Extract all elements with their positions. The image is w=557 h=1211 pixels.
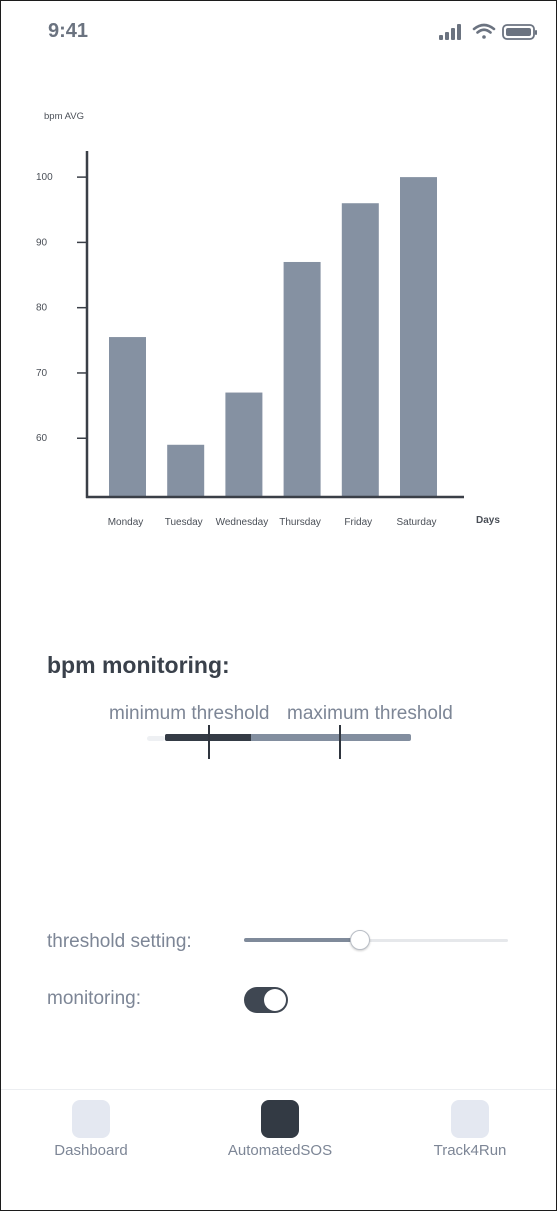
maximum-threshold-handle[interactable] xyxy=(338,725,341,759)
x-tick-label-monday: Monday xyxy=(108,517,144,528)
automatedsos-tab-icon xyxy=(261,1100,299,1138)
bpm-monitoring-title: bpm monitoring: xyxy=(47,652,230,678)
toggle-knob xyxy=(264,989,286,1011)
bar-tuesday xyxy=(167,444,205,497)
bar-monday xyxy=(109,337,146,497)
tab-dashboard[interactable]: Dashboard xyxy=(21,1100,161,1159)
tab-label-dashboard: Dashboard xyxy=(54,1142,128,1159)
slider-track xyxy=(244,939,508,942)
y-tick-label-90: 90 xyxy=(36,237,48,248)
bar-saturday xyxy=(400,177,437,497)
minimum-threshold-label: minimum threshold xyxy=(109,703,270,724)
x-tick-label-thursday: Thursday xyxy=(279,517,321,528)
bpm-bar-chart: 60 70 80 90 100 bpm AVG Days Monday Tuesday We… xyxy=(36,111,500,528)
slider-fill xyxy=(244,938,361,942)
track4run-tab-icon xyxy=(451,1100,489,1138)
monitoring-label: monitoring: xyxy=(47,988,141,1009)
threshold-range-slider[interactable] xyxy=(147,734,413,742)
y-tick-label-70: 70 xyxy=(36,368,48,379)
tab-label-track4run: Track4Run xyxy=(433,1142,507,1159)
bar-friday xyxy=(341,203,379,497)
monitoring-toggle[interactable] xyxy=(244,987,288,1013)
range-track xyxy=(165,734,411,741)
y-tick-label-100: 100 xyxy=(36,172,53,183)
minimum-threshold-handle[interactable] xyxy=(208,725,211,759)
tab-bar: Dashboard AutomatedSOS Track4Run xyxy=(1,1089,556,1210)
range-fill xyxy=(165,734,252,741)
slider-thumb[interactable] xyxy=(350,930,371,950)
maximum-threshold-label: maximum threshold xyxy=(287,703,453,724)
tab-track4run[interactable]: Track4Run xyxy=(400,1100,540,1159)
y-tick-label-60: 60 xyxy=(36,433,48,444)
status-icons xyxy=(438,22,538,47)
bar-thursday xyxy=(283,261,321,497)
tab-automatedsos[interactable]: AutomatedSOS xyxy=(210,1100,350,1159)
tab-label-automatedsos: AutomatedSOS xyxy=(227,1142,333,1159)
dashboard-tab-icon xyxy=(72,1100,110,1138)
x-axis-title: Days xyxy=(476,515,500,526)
bar-wednesday xyxy=(225,392,263,497)
x-tick-label-tuesday: Tuesday xyxy=(165,517,203,528)
x-tick-label-wednesday: Wednesday xyxy=(216,517,269,528)
signal-icon xyxy=(439,24,461,40)
threshold-setting-slider[interactable] xyxy=(244,930,508,950)
x-tick-label-saturday: Saturday xyxy=(396,517,436,528)
y-axis-title: bpm AVG xyxy=(44,111,84,122)
status-time: 9:41 xyxy=(48,20,89,42)
wifi-icon xyxy=(472,23,496,39)
y-tick-label-80: 80 xyxy=(36,303,48,314)
threshold-setting-label: threshold setting: xyxy=(47,931,192,952)
x-tick-label-friday: Friday xyxy=(344,517,372,528)
range-track-start xyxy=(147,736,165,741)
battery-icon xyxy=(502,24,537,40)
